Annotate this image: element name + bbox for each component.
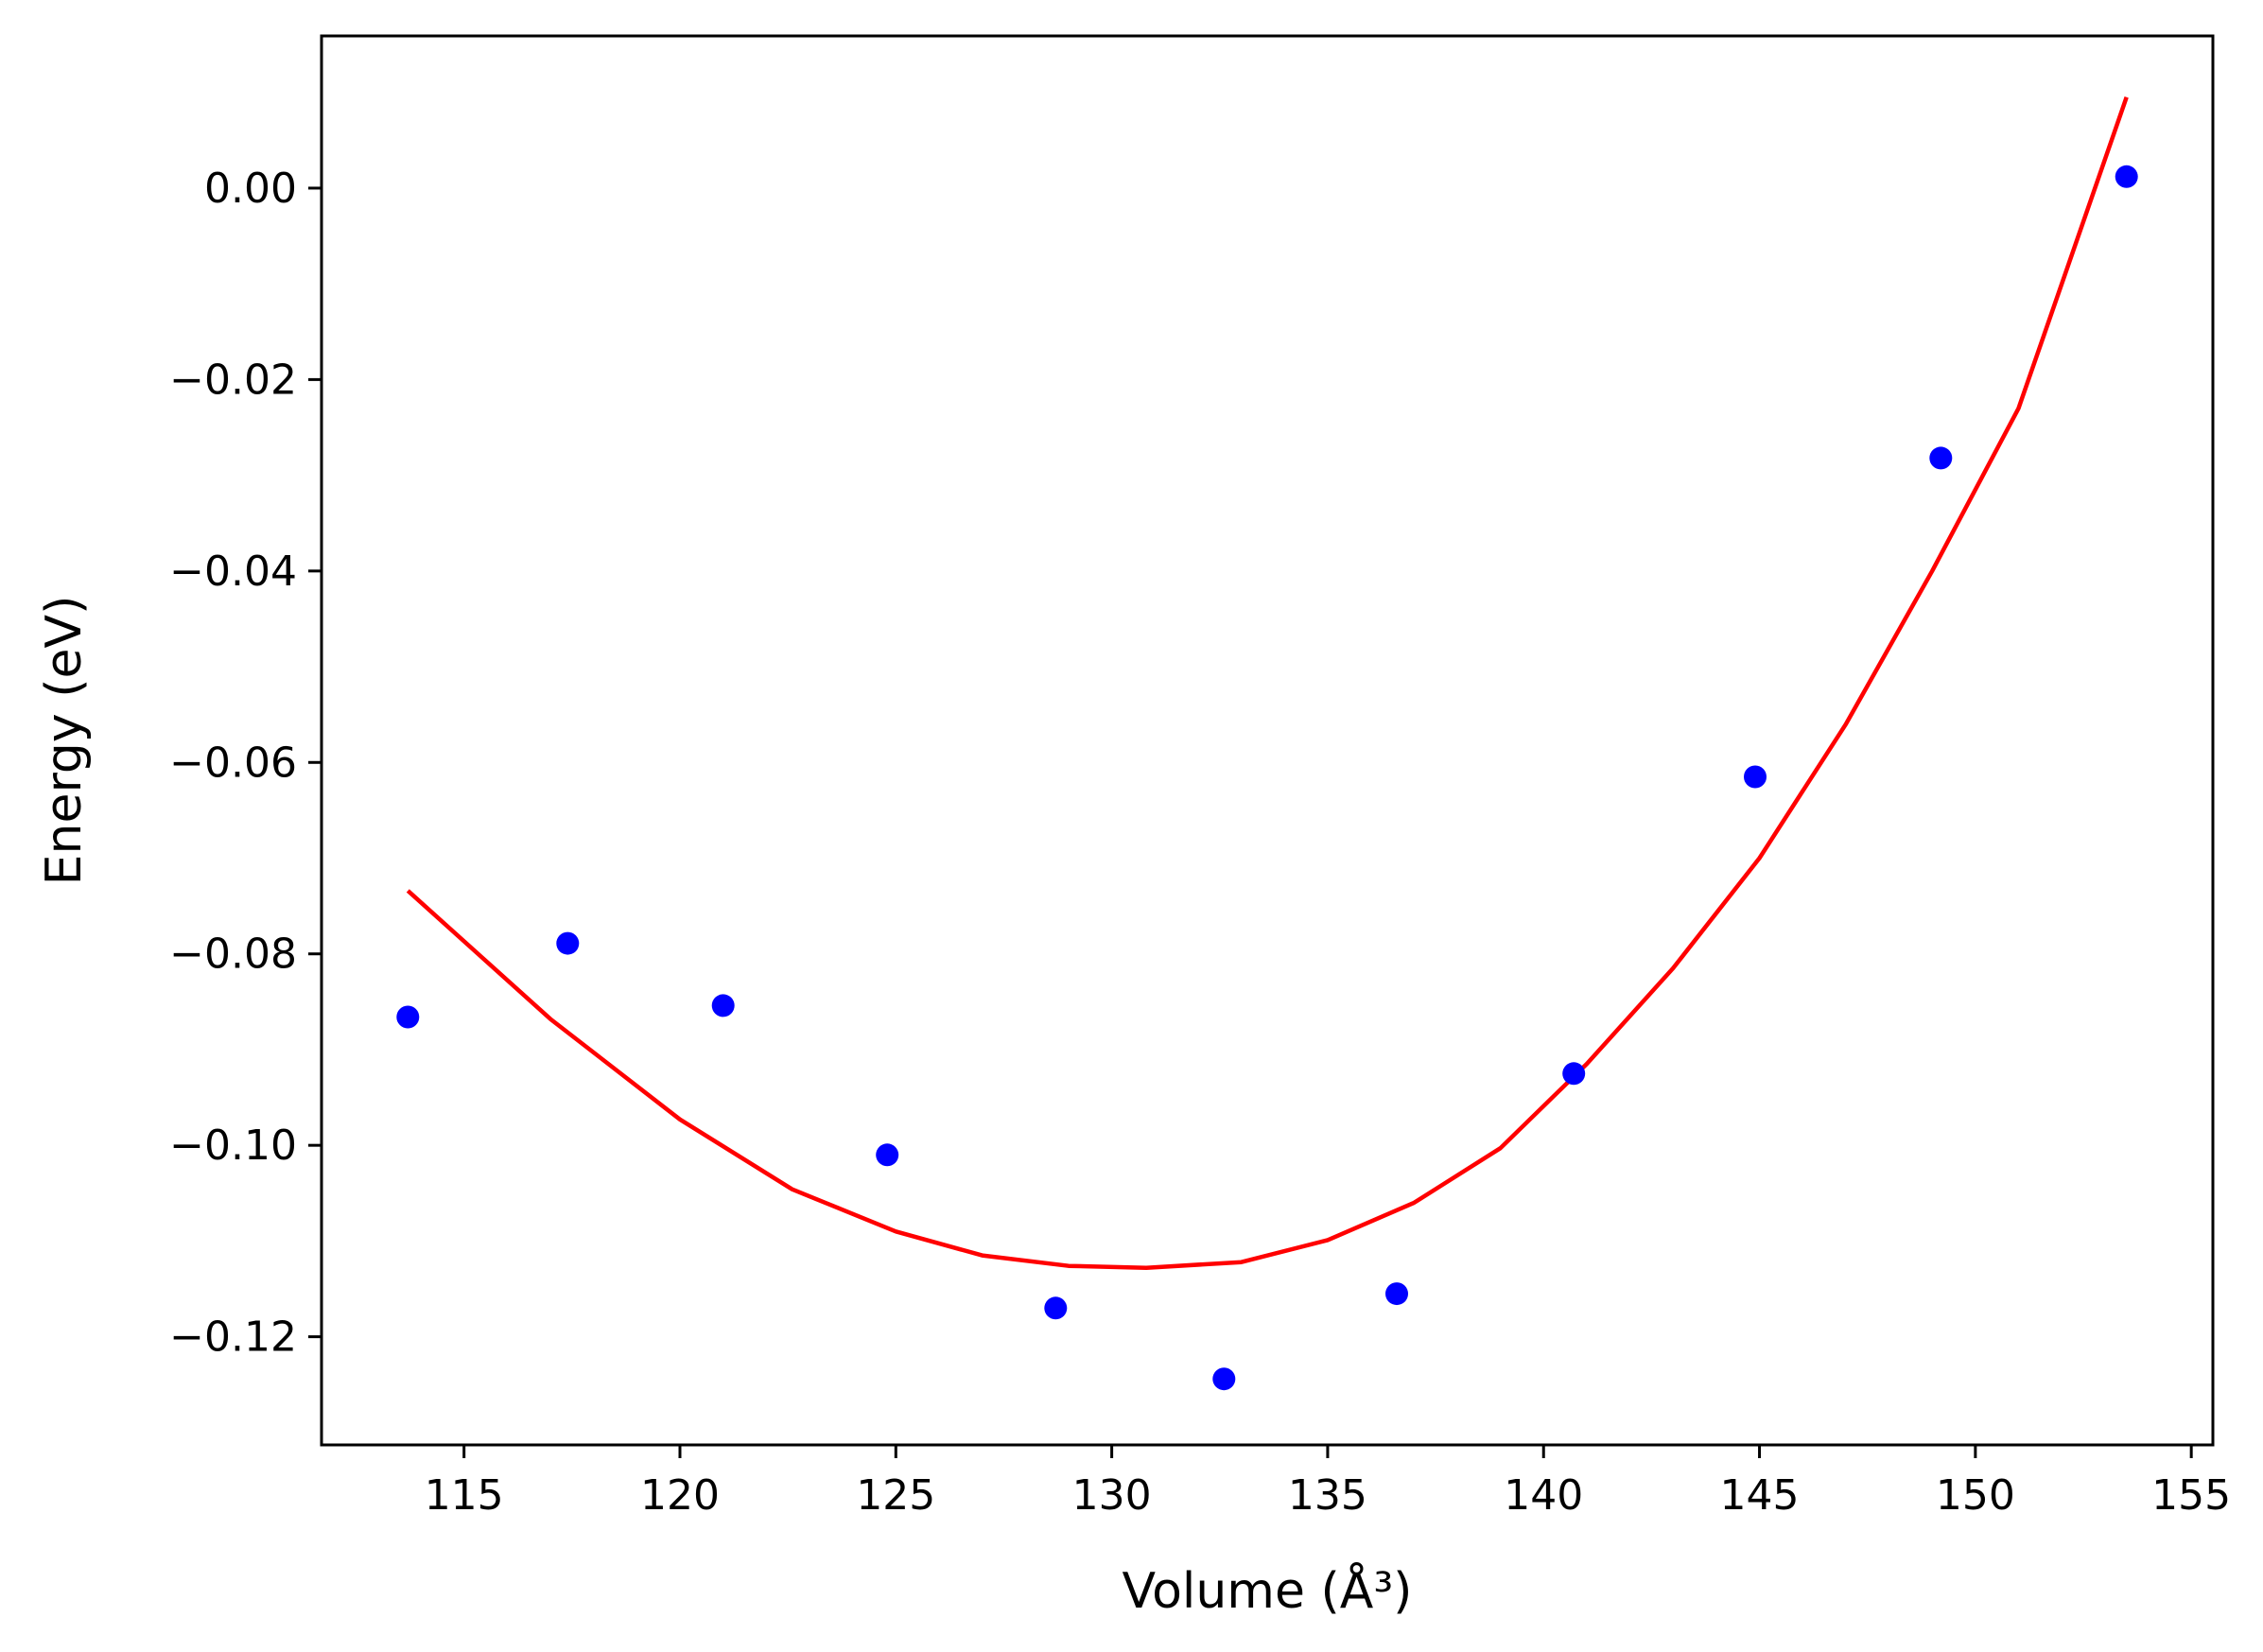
data-point (1744, 765, 1767, 789)
y-axis-ticks: 0.00 −0.02 −0.04 −0.06 −0.08 −0.10 −0.12 (169, 165, 322, 1362)
data-point (1385, 1282, 1408, 1306)
data-point (1929, 446, 1953, 470)
x-tick-label: 130 (1072, 1471, 1152, 1520)
fit-curve-line (406, 96, 2129, 1270)
fit-curve-layer (406, 96, 2129, 1270)
x-tick-label: 140 (1504, 1471, 1583, 1520)
data-point (556, 931, 580, 955)
x-axis-ticks: 115 120 125 130 135 140 145 150 155 (425, 1445, 2231, 1520)
data-point (2115, 165, 2138, 188)
data-point (1212, 1367, 1236, 1391)
data-point (711, 994, 735, 1017)
y-axis-label: Energy (eV) (36, 596, 93, 886)
data-point (1562, 1062, 1586, 1086)
scatter-points-layer (396, 165, 2138, 1391)
y-tick-label: 0.00 (204, 165, 297, 213)
y-tick-label: −0.08 (169, 930, 297, 979)
x-axis-label: Volume (Å³) (1123, 1561, 1413, 1620)
x-tick-label: 150 (1936, 1471, 2015, 1520)
x-tick-label: 115 (425, 1471, 504, 1520)
y-tick-label: −0.04 (169, 548, 297, 596)
y-tick-label: −0.12 (169, 1313, 297, 1362)
y-tick-label: −0.10 (169, 1122, 297, 1170)
plot-frame (320, 34, 2215, 1447)
x-tick-label: 120 (640, 1471, 720, 1520)
x-tick-label: 155 (2151, 1471, 2231, 1520)
data-point (396, 1005, 420, 1029)
x-tick-label: 145 (1720, 1471, 1800, 1520)
y-tick-label: −0.02 (169, 356, 297, 404)
data-point (876, 1143, 899, 1167)
data-point (1044, 1296, 1068, 1320)
x-tick-label: 125 (856, 1471, 935, 1520)
y-tick-label: −0.06 (169, 739, 297, 787)
x-tick-label: 135 (1288, 1471, 1367, 1520)
